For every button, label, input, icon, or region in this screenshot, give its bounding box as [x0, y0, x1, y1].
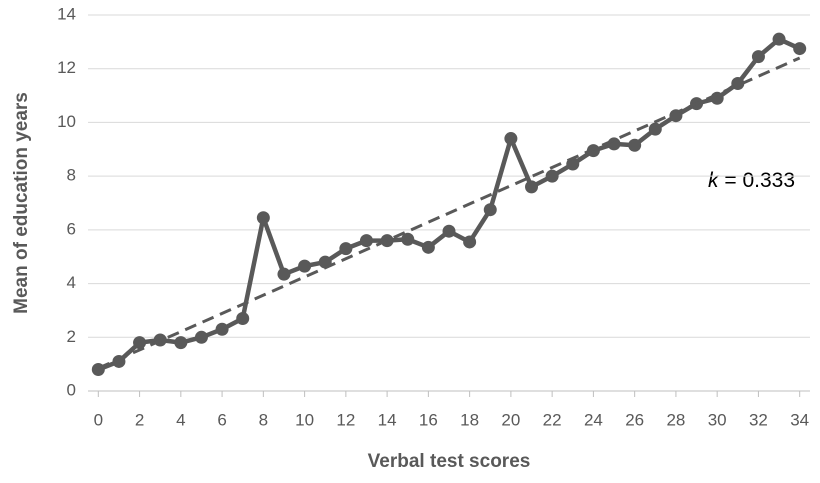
data-point — [442, 224, 456, 238]
y-tick-label: 2 — [67, 327, 76, 346]
data-point — [545, 169, 559, 183]
trend-line — [97, 56, 801, 370]
data-point — [628, 138, 642, 152]
data-point — [421, 240, 435, 254]
data-point — [463, 235, 477, 249]
x-tick-label: 0 — [94, 410, 103, 429]
x-tick-label: 18 — [460, 410, 479, 429]
y-axis-title: Mean of education years — [11, 92, 32, 314]
data-point — [648, 122, 662, 136]
data-point — [751, 50, 765, 64]
x-tick-label: 6 — [217, 410, 226, 429]
x-tick-label: 4 — [176, 410, 185, 429]
annotation-symbol: k — [708, 169, 720, 192]
y-tick-label: 4 — [67, 273, 76, 292]
data-point — [772, 32, 786, 46]
data-point — [401, 232, 415, 246]
x-tick-label: 14 — [378, 410, 397, 429]
x-tick-label: 32 — [749, 410, 768, 429]
data-point — [359, 234, 373, 248]
x-tick-label: 34 — [790, 410, 809, 429]
data-point — [174, 336, 188, 350]
y-tick-label: 0 — [67, 380, 76, 399]
data-point — [277, 267, 291, 281]
data-point — [339, 242, 353, 256]
y-tick-label: 14 — [57, 4, 76, 23]
y-tick-label: 6 — [67, 219, 76, 238]
data-point — [194, 330, 208, 344]
y-tick-label: 10 — [57, 112, 76, 131]
x-tick-label: 30 — [708, 410, 727, 429]
data-line — [97, 36, 801, 372]
y-tick-label: 8 — [67, 166, 76, 185]
x-tick-label: 26 — [625, 410, 644, 429]
annotation-text: = 0.333 — [724, 169, 795, 192]
data-point — [483, 203, 497, 217]
x-tick-label: 2 — [135, 410, 144, 429]
data-point — [504, 132, 518, 146]
x-tick-label: 20 — [501, 410, 520, 429]
x-tick-label: 24 — [584, 410, 603, 429]
data-point — [298, 259, 312, 273]
x-tick-label: 28 — [666, 410, 685, 429]
data-point — [256, 211, 270, 225]
data-point — [236, 311, 250, 325]
data-point — [215, 322, 229, 336]
annotation: k = 0.333 — [708, 169, 795, 192]
data-point — [133, 336, 147, 350]
x-tick-label: 12 — [336, 410, 355, 429]
x-tick-label: 22 — [543, 410, 562, 429]
x-tick-label: 10 — [295, 410, 314, 429]
y-tick-label: 12 — [57, 58, 76, 77]
data-point — [793, 42, 807, 56]
x-axis-title: Verbal test scores — [368, 451, 531, 472]
x-tick-label: 16 — [419, 410, 438, 429]
data-point — [525, 180, 539, 194]
x-tick-label: 8 — [259, 410, 268, 429]
data-point — [607, 137, 621, 151]
